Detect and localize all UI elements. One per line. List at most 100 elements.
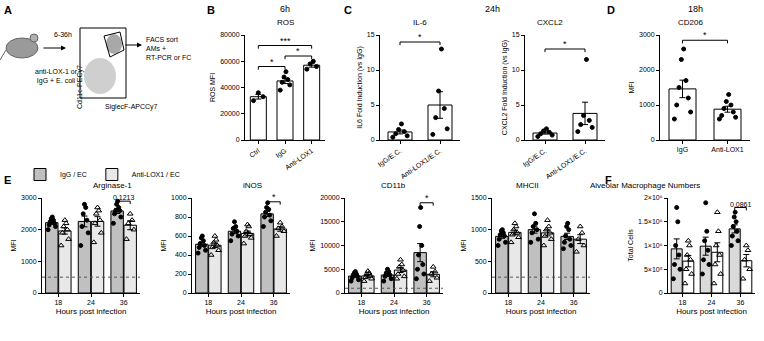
svg-text:0: 0	[483, 289, 487, 296]
svg-text:A: A	[4, 4, 12, 16]
svg-text:0: 0	[336, 289, 340, 296]
svg-text:*: *	[272, 192, 276, 202]
svg-text:Hours post infection: Hours post infection	[56, 307, 127, 316]
svg-text:15: 15	[367, 31, 375, 38]
svg-text:36: 36	[570, 299, 578, 306]
svg-text:*: *	[425, 193, 429, 203]
svg-text:IgG: IgG	[677, 146, 688, 154]
svg-text:0: 0	[371, 136, 375, 143]
svg-text:D: D	[607, 4, 615, 16]
svg-text:SiglecF-APCCy7: SiglecF-APCCy7	[105, 103, 158, 111]
svg-text:0: 0	[236, 136, 240, 143]
svg-text:6h: 6h	[280, 4, 290, 14]
svg-text:0: 0	[183, 289, 187, 296]
svg-text:18: 18	[204, 299, 212, 306]
svg-text:18h: 18h	[688, 4, 703, 14]
svg-text:15: 15	[512, 31, 520, 38]
svg-text:Ctrl: Ctrl	[248, 147, 261, 159]
svg-text:*: *	[270, 57, 274, 67]
svg-text:18: 18	[54, 299, 62, 306]
svg-text:B: B	[207, 4, 215, 16]
svg-text:ROS: ROS	[277, 18, 294, 27]
svg-text:80000: 80000	[220, 31, 240, 38]
svg-text:MHCII: MHCII	[516, 181, 539, 190]
svg-text:1000: 1000	[471, 226, 487, 233]
svg-text:Anti-LOX1: Anti-LOX1	[711, 146, 743, 153]
svg-text:Anti-LOX1 / EC: Anti-LOX1 / EC	[132, 171, 180, 178]
svg-text:24: 24	[708, 299, 716, 306]
svg-text:Hours post infection: Hours post infection	[506, 307, 577, 316]
svg-text:MFI: MFI	[10, 239, 17, 251]
svg-text:IgG/E.C.: IgG/E.C.	[522, 147, 549, 169]
svg-text:E: E	[4, 174, 11, 186]
svg-text:Hours post infection: Hours post infection	[359, 307, 430, 316]
svg-text:MFI: MFI	[160, 239, 167, 251]
svg-text:Alveolar Macrophage Numbers: Alveolar Macrophage Numbers	[590, 181, 700, 190]
svg-text:*: *	[296, 46, 300, 56]
svg-text:24: 24	[390, 299, 398, 306]
svg-text:1×10⁶: 1×10⁶	[644, 242, 663, 249]
svg-text:400: 400	[175, 251, 187, 258]
svg-text:1000: 1000	[639, 101, 655, 108]
svg-text:5: 5	[516, 101, 520, 108]
svg-text:Anti-LOX1/E.C.: Anti-LOX1/E.C.	[399, 147, 442, 180]
svg-text:IgG: IgG	[274, 147, 288, 160]
svg-text:IgG/E.C.: IgG/E.C.	[377, 147, 404, 169]
svg-text:5×10⁵: 5×10⁵	[644, 266, 663, 273]
svg-text:iNOS: iNOS	[243, 181, 262, 190]
svg-text:Hours post infection: Hours post infection	[676, 307, 747, 316]
svg-text:1500: 1500	[471, 194, 487, 201]
svg-text:2×10⁶: 2×10⁶	[644, 194, 663, 201]
svg-text:10: 10	[512, 66, 520, 73]
svg-text:3000: 3000	[21, 194, 37, 201]
svg-text:CD11b: CD11b	[381, 181, 406, 190]
svg-text:18: 18	[679, 299, 687, 306]
svg-text:ROS MFI: ROS MFI	[209, 73, 216, 102]
svg-text:C: C	[344, 4, 352, 16]
svg-text:*: *	[703, 30, 707, 40]
svg-text:Hours post infection: Hours post infection	[206, 307, 277, 316]
svg-text:36: 36	[270, 299, 278, 306]
svg-text:36: 36	[423, 299, 431, 306]
svg-text:MFI: MFI	[628, 81, 635, 93]
svg-text:IL6 Fold Induction (vs IgG): IL6 Fold Induction (vs IgG)	[356, 46, 364, 128]
svg-text:F: F	[605, 174, 612, 186]
svg-text:Cd11c-PECy7: Cd11c-PECy7	[76, 65, 84, 109]
svg-text:Arginase-1: Arginase-1	[93, 181, 132, 190]
svg-text:15000: 15000	[320, 218, 340, 225]
svg-text:36: 36	[737, 299, 745, 306]
svg-text:CXCL2 Fold Induction (vs IgG): CXCL2 Fold Induction (vs IgG)	[501, 40, 509, 135]
svg-text:Anti-LOX1/E.C.: Anti-LOX1/E.C.	[544, 147, 587, 180]
svg-text:5000: 5000	[324, 266, 340, 273]
svg-text:CXCL2: CXCL2	[537, 18, 563, 27]
svg-text:500: 500	[475, 258, 487, 265]
svg-text:Total Cells: Total Cells	[627, 229, 634, 262]
svg-text:24: 24	[87, 299, 95, 306]
svg-text:0.0861: 0.0861	[730, 201, 752, 208]
svg-text:600: 600	[175, 232, 187, 239]
svg-text:0: 0	[651, 136, 655, 143]
svg-text:MFI: MFI	[309, 239, 316, 251]
svg-text:10: 10	[367, 66, 375, 73]
svg-text:6-36h: 6-36h	[54, 31, 72, 38]
svg-text:CD206: CD206	[678, 18, 703, 27]
svg-text:0: 0	[516, 136, 520, 143]
svg-text:0.1213: 0.1213	[113, 194, 135, 201]
svg-text:1000: 1000	[21, 258, 37, 265]
svg-text:Anti-LOX1: Anti-LOX1	[284, 147, 315, 171]
svg-text:anti-LOX-1 orIgG + E. coli: anti-LOX-1 orIgG + E. coli	[35, 68, 78, 85]
svg-text:MFI: MFI	[460, 239, 467, 251]
svg-text:36: 36	[120, 299, 128, 306]
svg-text:800: 800	[175, 213, 187, 220]
svg-text:24h: 24h	[485, 4, 500, 14]
svg-text:24: 24	[537, 299, 545, 306]
svg-text:40000: 40000	[220, 84, 240, 91]
svg-text:*: *	[563, 39, 567, 49]
svg-text:60000: 60000	[220, 58, 240, 65]
svg-text:18: 18	[504, 299, 512, 306]
svg-text:3000: 3000	[639, 31, 655, 38]
svg-text:***: ***	[280, 36, 291, 46]
svg-text:5: 5	[371, 101, 375, 108]
svg-text:1000: 1000	[171, 194, 187, 201]
svg-text:1.5×10⁶: 1.5×10⁶	[638, 218, 663, 225]
